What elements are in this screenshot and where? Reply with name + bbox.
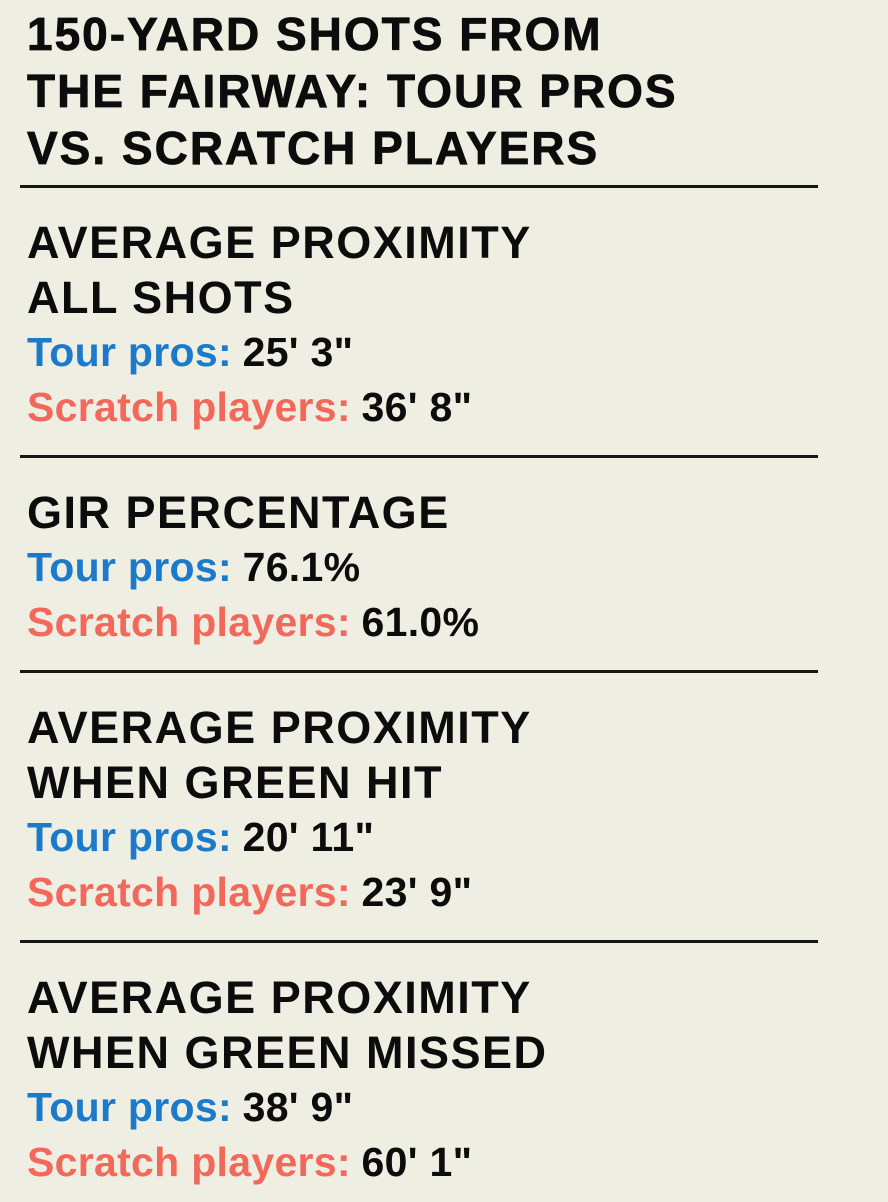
section-average-proximity-all-shots: AVERAGE PROXIMITY ALL SHOTS Tour pros: 25… xyxy=(27,188,848,447)
divider xyxy=(20,185,818,188)
stat-row: Scratch players: 61.0% xyxy=(27,595,848,650)
section-heading: AVERAGE PROXIMITY WHEN GREEN HIT xyxy=(27,700,848,810)
stat-label-scratch-players: Scratch players: xyxy=(27,384,351,430)
stat-label-tour-pros: Tour pros: xyxy=(27,814,232,860)
stat-value-scratch-players: 60' 1" xyxy=(361,1139,473,1185)
title-line-1: 150-YARD SHOTS FROM xyxy=(27,8,603,61)
page-title: 150-YARD SHOTS FROM THE FAIRWAY: TOUR PR… xyxy=(27,6,848,177)
section-heading-line: AVERAGE PROXIMITY xyxy=(27,217,532,268)
section-heading-line: AVERAGE PROXIMITY xyxy=(27,702,532,753)
stat-value-scratch-players: 23' 9" xyxy=(361,869,473,915)
title-line-3: VS. SCRATCH PLAYERS xyxy=(27,122,600,175)
divider xyxy=(20,670,818,673)
stat-value-scratch-players: 61.0% xyxy=(361,599,480,645)
stat-value-tour-pros: 38' 9" xyxy=(242,1084,354,1130)
section-heading-line: WHEN GREEN HIT xyxy=(27,757,444,808)
section-average-proximity-green-missed: AVERAGE PROXIMITY WHEN GREEN MISSED Tour… xyxy=(27,943,848,1202)
section-heading: AVERAGE PROXIMITY WHEN GREEN MISSED xyxy=(27,970,848,1080)
divider xyxy=(20,455,818,458)
section-heading: AVERAGE PROXIMITY ALL SHOTS xyxy=(27,215,848,325)
section-average-proximity-green-hit: AVERAGE PROXIMITY WHEN GREEN HIT Tour pr… xyxy=(27,673,848,932)
stat-row: Scratch players: 36' 8" xyxy=(27,380,848,435)
stat-label-scratch-players: Scratch players: xyxy=(27,1139,351,1185)
section-heading-line: AVERAGE PROXIMITY xyxy=(27,972,532,1023)
section-gir-percentage: GIR PERCENTAGE Tour pros: 76.1% Scratch p… xyxy=(27,458,848,662)
title-line-2: THE FAIRWAY: TOUR PROS xyxy=(27,65,678,118)
stat-value-scratch-players: 36' 8" xyxy=(361,384,473,430)
stat-value-tour-pros: 76.1% xyxy=(242,544,361,590)
stat-label-scratch-players: Scratch players: xyxy=(27,599,351,645)
stat-label-scratch-players: Scratch players: xyxy=(27,869,351,915)
divider xyxy=(20,940,818,943)
stat-value-tour-pros: 25' 3" xyxy=(242,329,354,375)
stat-row: Tour pros: 38' 9" xyxy=(27,1080,848,1135)
stat-row: Scratch players: 60' 1" xyxy=(27,1135,848,1190)
section-heading: GIR PERCENTAGE xyxy=(27,485,848,540)
stat-value-tour-pros: 20' 11" xyxy=(242,814,375,860)
stat-row: Tour pros: 76.1% xyxy=(27,540,848,595)
section-heading-line: GIR PERCENTAGE xyxy=(27,487,450,538)
section-heading-line: WHEN GREEN MISSED xyxy=(27,1027,548,1078)
stat-row: Tour pros: 20' 11" xyxy=(27,810,848,865)
stat-row: Scratch players: 23' 9" xyxy=(27,865,848,920)
section-heading-line: ALL SHOTS xyxy=(27,272,295,323)
stat-label-tour-pros: Tour pros: xyxy=(27,544,232,590)
stat-label-tour-pros: Tour pros: xyxy=(27,1084,232,1130)
stat-row: Tour pros: 25' 3" xyxy=(27,325,848,380)
stat-label-tour-pros: Tour pros: xyxy=(27,329,232,375)
